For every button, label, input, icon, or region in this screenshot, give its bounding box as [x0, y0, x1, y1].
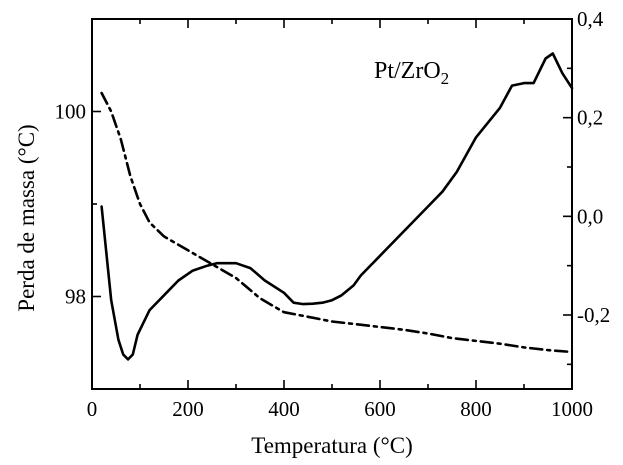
- plot-border: [91, 18, 573, 390]
- sample-annotation: Pt/ZrO2: [374, 58, 449, 88]
- right-y-tick-label: 0,4: [577, 7, 604, 31]
- x-tick-label: 400: [268, 397, 300, 421]
- left-y-axis-label: Perda de massa (°C): [14, 124, 39, 311]
- x-tick-label: 800: [460, 397, 492, 421]
- right-y-axis-ticks: -0,2 0,0 0,2 0,4: [563, 7, 610, 366]
- dashdot-series-line: [100, 91, 574, 354]
- right-y-tick-label: 0,0: [577, 204, 603, 228]
- left-y-tick-label: 98: [65, 285, 86, 309]
- annotation-base: Pt/ZrO: [374, 58, 441, 84]
- annotation-subscript: 2: [441, 69, 450, 88]
- right-y-tick-label: 0,2: [577, 106, 603, 130]
- x-axis-label: Temperatura (°C): [251, 433, 412, 458]
- x-tick-label: 1000: [551, 397, 593, 421]
- left-y-axis-ticks: 98 100: [55, 18, 101, 390]
- solid-series-line: [100, 52, 574, 361]
- right-y-tick-label: -0,2: [577, 303, 610, 327]
- x-tick-label: 200: [172, 397, 204, 421]
- plot-frame: [91, 18, 573, 390]
- x-axis-ticks: 0 200 400 600 800 1000: [87, 19, 593, 421]
- left-y-tick-label: 100: [55, 100, 87, 124]
- x-tick-label: 600: [364, 397, 396, 421]
- series-group: [100, 52, 574, 361]
- x-tick-label: 0: [87, 397, 98, 421]
